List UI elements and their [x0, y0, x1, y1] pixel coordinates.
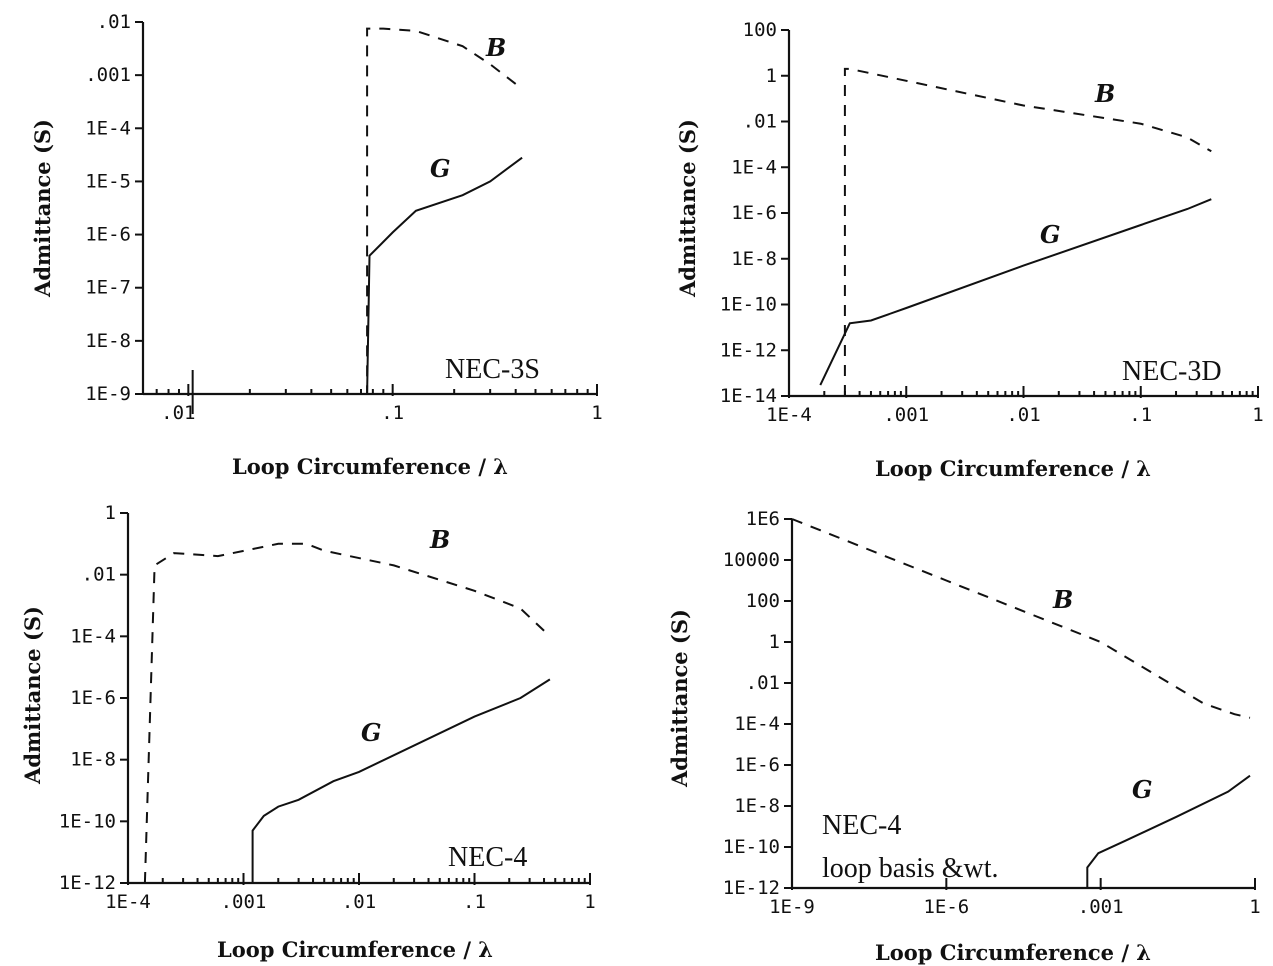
- x-tick-label: 1E-9: [769, 896, 815, 918]
- x-tick-label: .1: [381, 402, 404, 424]
- series-B-label: B: [429, 525, 450, 554]
- y-tick-label: 1E-12: [59, 872, 116, 894]
- y-tick-label: 1: [766, 65, 777, 87]
- y-tick-label: 1E-4: [734, 713, 780, 735]
- y-tick-label: 1E-6: [85, 224, 131, 246]
- x-tick-label: .001: [883, 404, 929, 426]
- series-G-line: [1086, 774, 1251, 888]
- y-tick-label: 1E-4: [85, 117, 131, 139]
- series-G-label: G: [1132, 775, 1153, 804]
- chart-panel-2: 1E-4 .001 .01 .1 1 100 1 .01 1E-4 1E-6 1E-8 1E-10 1E…: [675, 19, 1264, 481]
- y-tick-label: .01: [746, 672, 780, 694]
- y-tick-label: 1E-4: [70, 625, 116, 647]
- y-axis-title: Admittance (S): [20, 606, 45, 785]
- series-B-label: B: [1094, 79, 1115, 108]
- y-tick-label: 1E-8: [731, 248, 777, 270]
- chart-panel-3: 1E-4 .001 .01 .1 1 1 .01 1E-4 1E-6 1E-8 1E-10 1E-12…: [20, 502, 596, 962]
- series-G-label: G: [430, 154, 451, 183]
- series-G-line: [251, 678, 551, 883]
- series-G-line: [819, 198, 1212, 386]
- series-B-line: [843, 67, 1212, 396]
- x-tick-label: 1E-4: [105, 891, 151, 913]
- series-B-label: B: [485, 33, 506, 62]
- series-G-line: [364, 156, 523, 395]
- panel-annotation: NEC-4: [822, 810, 901, 841]
- x-tick-label: .001: [1078, 896, 1124, 918]
- series-B-line: [143, 542, 551, 884]
- y-tick-label: 1E-12: [723, 877, 780, 899]
- y-tick-label: 1E-8: [85, 330, 131, 352]
- series-G-label: G: [361, 718, 382, 747]
- y-tick-label: 1: [105, 502, 116, 524]
- y-tick-label: 1E-7: [85, 277, 131, 299]
- panel-annotation-line2: loop basis &wt.: [822, 853, 999, 884]
- x-tick-label: .01: [1006, 404, 1040, 426]
- x-tick-label: .001: [221, 891, 267, 913]
- x-axis-title: Loop Circumference / λ: [875, 940, 1151, 965]
- y-axis-title: Admittance (S): [675, 119, 700, 298]
- x-axis-title: Loop Circumference / λ: [217, 937, 493, 962]
- y-tick-label: 1E-10: [723, 836, 780, 858]
- y-tick-label: 1E-12: [720, 339, 777, 361]
- y-tick-label: .01: [743, 111, 777, 133]
- x-tick-label: 1: [1249, 896, 1260, 918]
- y-tick-label: 1E-9: [85, 383, 131, 405]
- x-tick-label: 1E-6: [923, 896, 969, 918]
- y-tick-label: .01: [82, 564, 116, 586]
- y-axis-title: Admittance (S): [30, 119, 55, 298]
- x-tick-label: 1: [591, 402, 602, 424]
- y-tick-label: 100: [743, 19, 777, 41]
- y-tick-label: 1E-4: [731, 156, 777, 178]
- panel-annotation: NEC-3S: [445, 354, 540, 385]
- x-tick-label: 1: [1252, 404, 1263, 426]
- y-tick-label: .01: [97, 11, 131, 33]
- y-tick-label: 100: [746, 590, 780, 612]
- panel-annotation: NEC-4: [448, 842, 527, 873]
- x-tick-label: 1E-4: [766, 404, 812, 426]
- chart-panel-1: .01 .1 1 .01 .001 1E-4 1E-5 1E-6 1E-7 1E-8 1E-9 B G L…: [30, 11, 603, 479]
- series-B-line: [364, 27, 523, 395]
- y-tick-label: 1E-8: [734, 795, 780, 817]
- x-tick-label: .01: [342, 891, 376, 913]
- y-tick-label: 10000: [723, 549, 780, 571]
- y-tick-label: .001: [85, 64, 131, 86]
- x-tick-label: .1: [1129, 404, 1152, 426]
- chart-panel-4: 1E-9 1E-6 .001 1 1E6 10000 100 1 .01 1E-4 1E-6 1E-8…: [667, 508, 1261, 965]
- x-axis-title: Loop Circumference / λ: [232, 454, 508, 479]
- series-B-line: [791, 518, 1251, 719]
- panel-annotation: NEC-3D: [1122, 356, 1222, 387]
- y-tick-label: 1E-14: [720, 385, 777, 407]
- y-tick-label: 1E-10: [59, 810, 116, 832]
- y-tick-label: 1E-6: [70, 687, 116, 709]
- x-tick-label: 1: [584, 891, 595, 913]
- y-tick-label: 1E-10: [720, 294, 777, 316]
- y-tick-label: 1E6: [746, 508, 780, 530]
- y-tick-label: 1E-6: [734, 754, 780, 776]
- series-B-label: B: [1052, 585, 1073, 614]
- y-tick-label: 1E-5: [85, 170, 131, 192]
- y-tick-label: 1E-8: [70, 749, 116, 771]
- x-tick-label: .1: [463, 891, 486, 913]
- y-tick-label: 1E-6: [731, 202, 777, 224]
- y-tick-label: 1: [769, 631, 780, 653]
- x-axis-title: Loop Circumference / λ: [875, 456, 1151, 481]
- y-axis-title: Admittance (S): [667, 609, 692, 788]
- x-tick-label: .01: [161, 402, 195, 424]
- series-G-label: G: [1040, 220, 1061, 249]
